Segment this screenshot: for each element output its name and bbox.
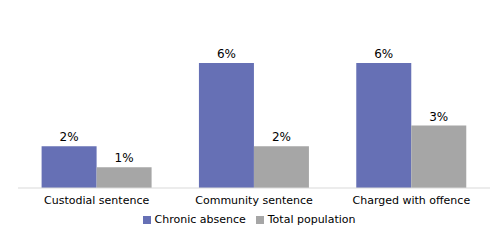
svg-text:2%: 2% [272,130,291,144]
svg-text:3%: 3% [429,110,448,124]
svg-text:1%: 1% [115,151,134,165]
svg-text:Community sentence: Community sentence [195,194,313,207]
svg-text:6%: 6% [374,47,393,61]
html-text:Chronic absence: Chronic absence [154,213,246,226]
svg-text:6%: 6% [217,47,236,61]
svg-text:2%: 2% [60,130,79,144]
svg-text:Custodial sentence: Custodial sentence [44,194,149,207]
html-text:Total population: Total population [267,213,356,226]
svg-text:Charged with offence: Charged with offence [353,194,471,207]
